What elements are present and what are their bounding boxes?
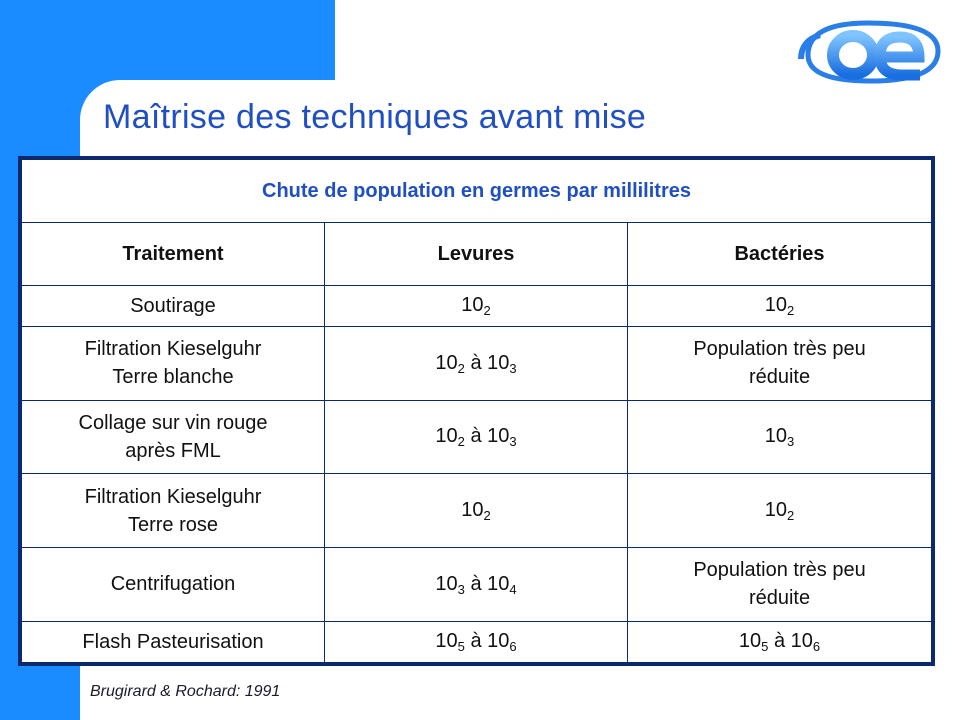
oe-logo: [798, 20, 941, 84]
cell-traitement: Soutirage: [20, 284, 326, 327]
cell-traitement: Filtration Kieselguhr Terre rose: [20, 473, 326, 548]
source-citation: Brugirard & Rochard: 1991: [90, 683, 281, 700]
cell-bacteries: 102: [627, 473, 932, 548]
cell-line: Terre blanche: [112, 366, 234, 389]
cell-line: Terre rose: [127, 513, 219, 536]
power-value: 104: [487, 572, 517, 597]
power-value: 102: [764, 499, 795, 524]
range-word: à: [464, 351, 488, 374]
power-value: 105: [435, 630, 465, 655]
slide-title: Maîtrise des techniques avant mise: [103, 98, 647, 136]
cell-bacteries: 105 à 106: [627, 620, 932, 664]
column-header: Traitement: [20, 221, 326, 286]
power-value: 106: [487, 630, 517, 655]
cell-line: Flash Pasteurisation: [82, 630, 264, 653]
data-table: Chute de population en germes par millil…: [18, 156, 935, 666]
cell-traitement: Collage sur vin rouge après FML: [20, 399, 326, 475]
cell-line: Soutirage: [130, 294, 216, 317]
column-header: Levures: [324, 221, 629, 286]
cell-bacteries: Population très peu réduite: [627, 325, 932, 401]
cell-line: Collage sur vin rouge: [78, 411, 268, 434]
table-caption: Chute de population en germes par millil…: [21, 159, 932, 223]
cell-traitement: Filtration Kieselguhr Terre blanche: [20, 325, 326, 401]
power-value: 102: [435, 425, 465, 450]
power-value: 103: [764, 425, 795, 450]
cell-levures: 102 à 103: [324, 399, 629, 475]
cell-line: Population très peu: [693, 559, 866, 582]
cell-levures: 103 à 104: [324, 546, 629, 622]
cell-line: Population très peu: [693, 338, 866, 361]
cell-bacteries: 102: [627, 284, 932, 327]
cell-line: Filtration Kieselguhr: [84, 485, 262, 508]
cell-line: réduite: [748, 587, 811, 610]
table-row: Filtration Kieselguhr Terre blanche 102 à …: [20, 325, 932, 401]
power-value: 102: [461, 499, 491, 524]
power-value: 103: [487, 425, 517, 450]
power-value: 106: [790, 630, 821, 655]
cell-traitement: Flash Pasteurisation: [20, 620, 326, 664]
power-value: 102: [461, 294, 491, 319]
range-word: à: [464, 425, 488, 448]
cell-line: après FML: [125, 439, 221, 462]
range-word: à: [768, 630, 791, 653]
cell-levures: 102: [324, 473, 629, 548]
range-word: à: [464, 572, 488, 595]
power-value: 105: [738, 630, 769, 655]
power-value: 103: [435, 572, 465, 597]
table-row: Centrifugation 103 à 104 Population très p…: [20, 546, 932, 622]
power-value: 102: [435, 351, 465, 376]
power-value: 103: [487, 351, 517, 376]
cell-line: réduite: [748, 366, 811, 389]
table-row: Soutirage 102 102: [20, 284, 932, 327]
table-row: Flash Pasteurisation 105 à 106 105 à 106: [20, 620, 932, 664]
cell-bacteries: 103: [627, 399, 932, 475]
cell-levures: 102: [324, 284, 629, 327]
range-word: à: [464, 630, 488, 653]
power-value: 102: [764, 294, 795, 319]
table-row: Collage sur vin rouge après FML 102 à 103 1…: [20, 399, 932, 475]
column-header: Bactéries: [627, 221, 932, 286]
cell-line: Filtration Kieselguhr: [84, 338, 262, 361]
cell-line: Centrifugation: [110, 573, 236, 596]
cell-bacteries: Population très peu réduite: [627, 546, 932, 622]
cell-levures: 102 à 103: [324, 325, 629, 401]
cell-levures: 105 à 106: [324, 620, 629, 664]
cell-traitement: Centrifugation: [20, 546, 326, 622]
table-row: Filtration Kieselguhr Terre rose 102 102: [20, 473, 932, 548]
